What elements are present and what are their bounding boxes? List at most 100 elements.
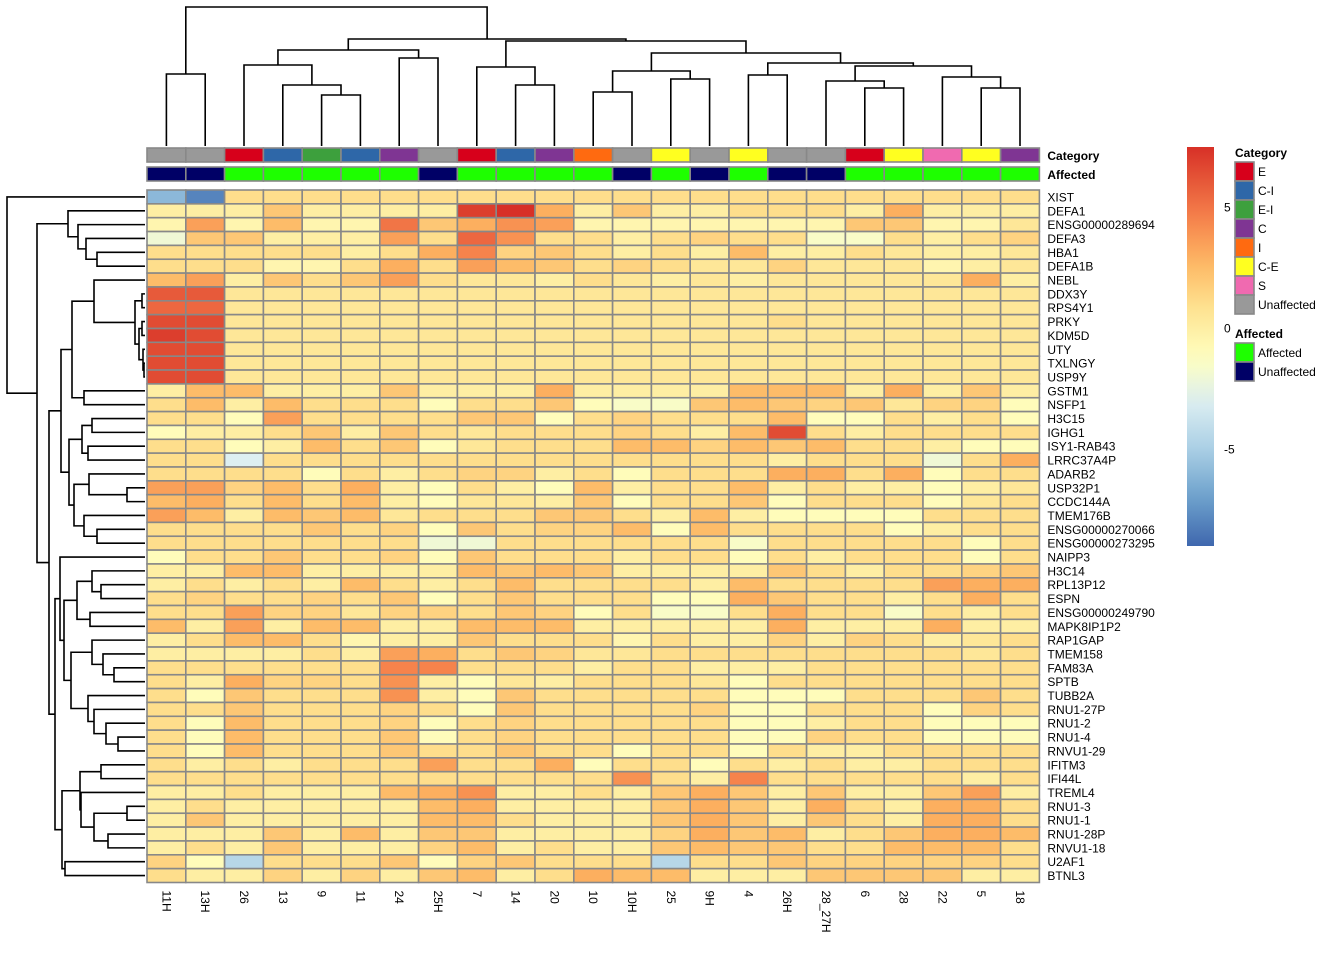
heatmap-cell — [728, 853, 769, 870]
heatmap-cell — [572, 701, 614, 718]
heatmap-cell — [999, 632, 1041, 648]
heatmap-cell — [223, 493, 265, 510]
heatmap-cell — [572, 230, 614, 247]
legend-swatch — [1234, 161, 1255, 182]
heatmap-cell — [495, 840, 536, 856]
heatmap-cell — [960, 549, 1002, 565]
row-label: RAP1GAP — [1047, 634, 1104, 648]
heatmap-cell — [378, 355, 420, 371]
heatmap-cell — [805, 660, 847, 676]
heatmap-cell — [766, 867, 808, 884]
heatmap-cell — [146, 576, 187, 593]
heatmap-cell — [728, 313, 769, 330]
heatmap-cell — [495, 867, 536, 884]
heatmap-cell — [999, 812, 1041, 828]
heatmap-cell — [922, 660, 963, 676]
column-label: 11 — [353, 891, 367, 904]
heatmap-cell — [805, 452, 847, 468]
heatmap-cell — [766, 438, 808, 454]
heatmap-cell — [223, 757, 265, 773]
heatmap-cell — [301, 452, 342, 468]
heatmap-cell — [883, 812, 924, 828]
category-annotation-cell — [417, 147, 459, 163]
heatmap-cell — [301, 383, 342, 399]
heatmap-cell — [262, 729, 303, 745]
heatmap-cell — [534, 258, 575, 274]
heatmap-cell — [301, 867, 342, 884]
heatmap-cell — [301, 812, 342, 828]
heatmap-cell — [378, 493, 420, 510]
heatmap-cell — [922, 521, 963, 538]
heatmap-cell — [883, 189, 924, 205]
heatmap-cell — [223, 521, 265, 538]
heatmap-cell — [534, 687, 575, 704]
heatmap-cell — [728, 272, 769, 288]
dendrogram-branch — [825, 80, 885, 146]
heatmap-cell — [650, 757, 692, 773]
heatmap-cell — [495, 701, 536, 718]
heatmap-cell — [572, 549, 614, 565]
heatmap-cell — [301, 369, 342, 385]
heatmap-cell — [495, 244, 536, 261]
heatmap-cell — [883, 770, 924, 787]
heatmap-cell — [146, 452, 187, 468]
heatmap-cell — [650, 784, 692, 801]
dendrogram-branch — [81, 424, 92, 454]
heatmap-cell — [883, 867, 924, 884]
heatmap-cell — [340, 590, 381, 607]
heatmap-cell — [689, 452, 730, 468]
heatmap-cell — [534, 604, 575, 621]
row-label: MAPK8IP1P2 — [1047, 620, 1121, 634]
heatmap-cell — [999, 618, 1041, 634]
row-label: ENSG00000289694 — [1047, 218, 1155, 232]
heatmap-cell — [301, 743, 342, 759]
dendrogram-branch — [88, 473, 145, 496]
heatmap-cell — [456, 673, 497, 690]
heatmap-cell — [766, 632, 808, 648]
heatmap-cell — [378, 853, 420, 870]
heatmap-cell — [378, 244, 420, 261]
row-label: U2AF1 — [1047, 855, 1085, 869]
heatmap-cell — [340, 826, 381, 842]
heatmap-cell — [805, 216, 847, 233]
heatmap-cell — [262, 798, 303, 815]
heatmap-cell — [262, 826, 303, 842]
column-label: 9H — [703, 891, 717, 906]
row-label: ENSG00000270066 — [1047, 523, 1155, 537]
dendrogram-branch — [100, 583, 145, 600]
heatmap-cell — [417, 604, 459, 621]
heatmap-cell — [844, 576, 886, 593]
heatmap-cell — [185, 784, 226, 801]
heatmap-cell — [999, 673, 1041, 690]
heatmap-cell — [495, 521, 536, 538]
heatmap-cell — [805, 272, 847, 288]
heatmap-cell — [689, 784, 730, 801]
heatmap-cell — [417, 230, 459, 247]
heatmap-cell — [456, 757, 497, 773]
heatmap-cell — [456, 244, 497, 261]
heatmap-cell — [340, 383, 381, 399]
heatmap-cell — [689, 757, 730, 773]
heatmap-cell — [960, 563, 1002, 579]
heatmap-cell — [417, 521, 459, 538]
heatmap-cell — [378, 867, 420, 884]
category-annotation-cell — [883, 147, 924, 163]
heatmap-cell — [146, 687, 187, 704]
heatmap-cell — [766, 507, 808, 524]
heatmap-cell — [301, 286, 342, 302]
heatmap-cell — [378, 618, 420, 634]
heatmap-cell — [611, 549, 653, 565]
affected-annotation-cell — [844, 166, 886, 182]
heatmap-cell — [456, 507, 497, 524]
heatmap-cell — [766, 299, 808, 316]
heatmap-cell — [262, 286, 303, 302]
heatmap-cell — [301, 438, 342, 454]
heatmap-cell — [689, 729, 730, 745]
dendrogram-branch — [77, 223, 145, 250]
heatmap-cell — [262, 673, 303, 690]
heatmap-cell — [844, 563, 886, 579]
heatmap-cell — [340, 424, 381, 441]
heatmap-cell — [378, 826, 420, 842]
heatmap-cell — [378, 660, 420, 676]
heatmap-cell — [766, 853, 808, 870]
